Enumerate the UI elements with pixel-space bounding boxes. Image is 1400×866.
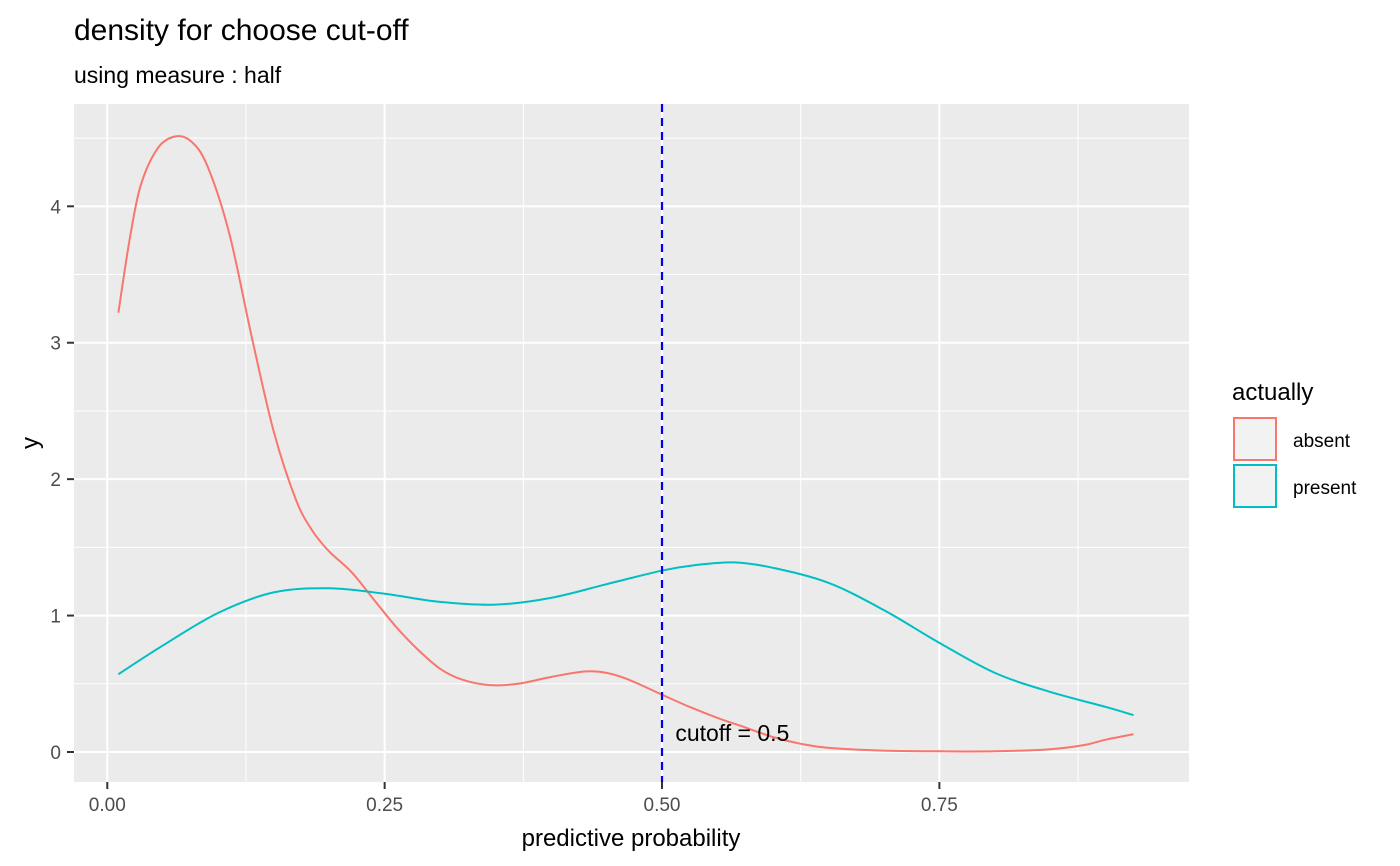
x-tick-label: 0.50	[644, 795, 681, 816]
legend: actually absent present	[1232, 379, 1357, 508]
y-tick-label: 3	[50, 334, 61, 355]
minor-gridlines	[74, 104, 1189, 782]
y-axis: 0 1 2 3 4	[50, 197, 74, 764]
legend-key-absent	[1233, 417, 1277, 461]
y-tick-label: 1	[50, 607, 61, 628]
y-tick-label: 0	[50, 743, 61, 764]
series-line-absent	[117, 135, 1134, 753]
x-tick-label: 0.00	[89, 795, 126, 816]
chart-subtitle: using measure : half	[74, 62, 282, 88]
x-axis: 0.00 0.25 0.50 0.75	[89, 782, 958, 816]
annotation-layer: cutoff = 0.5	[675, 720, 789, 746]
legend-key-present	[1233, 464, 1277, 508]
legend-items: absent present	[1233, 417, 1357, 508]
y-axis-title: y	[17, 437, 44, 449]
chart-title: density for choose cut-off	[74, 14, 409, 47]
x-axis-title: predictive probability	[522, 825, 741, 852]
major-gridlines	[74, 104, 1189, 782]
x-tick-label: 0.25	[366, 795, 403, 816]
y-tick-label: 4	[50, 197, 61, 218]
legend-title: actually	[1232, 379, 1313, 406]
x-tick-label: 0.75	[921, 795, 958, 816]
legend-label-present: present	[1293, 478, 1357, 499]
legend-label-absent: absent	[1293, 431, 1351, 452]
plot-panel	[74, 104, 1189, 782]
cutoff-annotation: cutoff = 0.5	[675, 720, 789, 746]
y-tick-label: 2	[50, 470, 61, 491]
